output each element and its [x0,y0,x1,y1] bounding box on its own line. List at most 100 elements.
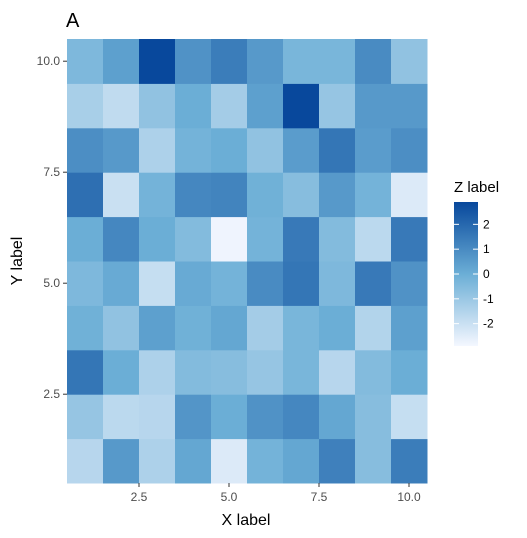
y-tick-label: 5.0 [43,276,60,290]
heatmap-cell [391,261,428,306]
heatmap-cell [319,349,356,395]
heatmap-cell [247,305,284,351]
heatmap-cell [247,83,284,129]
x-tick-label: 5.0 [221,490,238,504]
heatmap-cell [211,349,248,395]
heatmap-cell [391,305,428,351]
heatmap-cell [391,438,428,484]
heatmap-cell [139,216,176,262]
heatmap-cell [247,216,284,262]
heatmap-cell [211,216,248,262]
chart-tag: A [66,10,80,32]
heatmap-cell [211,172,248,218]
heatmap-cell [67,261,104,306]
legend-label: 1 [483,242,490,256]
heatmap-cell [391,83,428,129]
heatmap-cell [139,349,176,395]
heatmap-cell [175,394,212,440]
heatmap-cell [67,127,104,173]
heatmap-cell [103,127,140,173]
heatmap-cell [139,127,176,173]
heatmap-cell [103,349,140,395]
heatmap-cell [211,39,248,84]
heatmap-cell [355,305,392,351]
heatmap-cell [283,438,320,484]
heatmap-cell [175,261,212,306]
heatmap-cell [67,216,104,262]
heatmap-cell [391,172,428,218]
heatmap-cell [211,83,248,129]
heatmap-cell [391,394,428,440]
heatmap-cell [355,394,392,440]
y-axis-title: Y label [9,237,26,286]
heatmap-cell [355,83,392,129]
heatmap-cell [103,261,140,306]
heatmap-cell [283,261,320,306]
heatmap-cell [319,438,356,484]
heatmap-cell [319,172,356,218]
heatmap-cell [103,39,140,84]
x-axis: 2.5 5.0 7.5 10.0 [131,483,421,504]
y-tick-label: 2.5 [43,387,60,401]
heatmap-cell [103,438,140,484]
x-tick-label: 7.5 [311,490,328,504]
heatmap-cell [319,261,356,306]
heatmap-cell [355,438,392,484]
heatmap-cell [247,261,284,306]
heatmap-cell [319,305,356,351]
x-tick-label: 2.5 [131,490,148,504]
heatmap-cell [103,216,140,262]
heatmap-cell [283,394,320,440]
heatmap-cell [247,394,284,440]
legend-ticks: 2 1 0 -1 -2 [454,217,494,331]
heatmap-cell [319,216,356,262]
heatmap-cell [391,127,428,173]
heatmap-cell [319,83,356,129]
heatmap-cell [211,127,248,173]
heatmap-cell [139,305,176,351]
heatmap-cell [319,394,356,440]
legend-label: -1 [483,292,494,306]
heatmap-cell [103,305,140,351]
heatmap-cell [175,216,212,262]
heatmap-cell [283,83,320,129]
heatmap-cell [355,39,392,84]
heatmap-cell [283,216,320,262]
heatmap-cell [355,349,392,395]
heatmap-cell [355,127,392,173]
heatmap-cell [67,172,104,218]
legend-label: 2 [483,217,490,231]
heatmap-cell [319,39,356,84]
heatmap-cell [319,127,356,173]
heatmap-cell [355,261,392,306]
heatmap-cell [175,349,212,395]
y-tick-label: 7.5 [43,165,60,179]
heatmap-cell [139,394,176,440]
heatmap-cell [103,394,140,440]
y-tick-label: 10.0 [37,54,61,68]
heatmap-cell [175,305,212,351]
heatmap-cell [67,83,104,129]
heatmap-cell [391,216,428,262]
heatmap-cell [283,305,320,351]
y-axis: 2.5 5.0 7.5 10.0 [37,54,67,401]
heatmap-cell [391,39,428,84]
heatmap-cell [103,83,140,129]
heatmap-cell [211,305,248,351]
heatmap-cell [67,394,104,440]
heatmap-cells [67,39,428,484]
heatmap-cell [355,216,392,262]
heatmap-cell [67,349,104,395]
x-axis-title: X label [222,512,271,529]
legend-label: 0 [483,267,490,281]
color-legend: Z label 2 1 0 -1 -2 [454,179,499,346]
heatmap-cell [283,172,320,218]
heatmap-cell [247,172,284,218]
heatmap-cell [139,39,176,84]
heatmap-cell [175,438,212,484]
heatmap-cell [67,305,104,351]
heatmap-cell [391,349,428,395]
heatmap-cell [175,39,212,84]
heatmap-cell [139,261,176,306]
